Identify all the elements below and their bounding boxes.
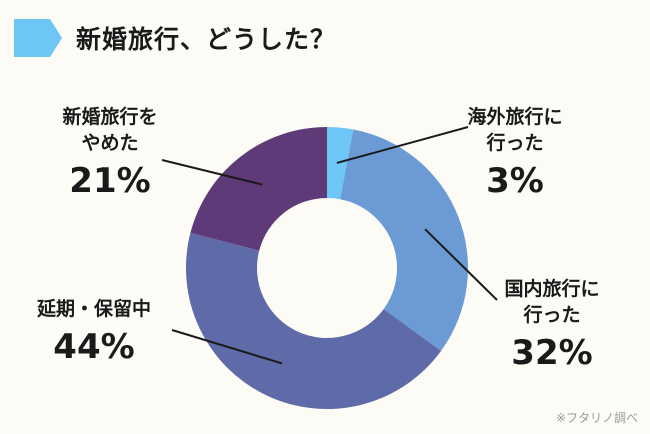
leader-line-overseas-trip bbox=[336, 126, 469, 164]
label-name-line: 国内旅行に bbox=[504, 278, 600, 300]
leader-line-domestic-trip bbox=[424, 228, 498, 301]
arrow-tag-icon bbox=[14, 19, 62, 57]
label-percent: 3% bbox=[486, 161, 544, 201]
donut-slice-domestic-trip bbox=[340, 129, 468, 351]
label-name-line: 延期・保留中 bbox=[36, 298, 151, 320]
label-name-line: 行った bbox=[486, 132, 544, 154]
label-name-line: やめた bbox=[81, 132, 139, 154]
label-domestic-trip: 国内旅行に 行った 32% bbox=[482, 276, 622, 374]
label-percent: 32% bbox=[511, 333, 593, 373]
leader-line-postponed bbox=[171, 329, 283, 365]
label-name-line: 新婚旅行を bbox=[62, 106, 158, 128]
label-percent: 44% bbox=[53, 327, 135, 367]
source-note: ※フタリノ調べ bbox=[555, 411, 638, 425]
label-cancelled: 新婚旅行を やめた 21% bbox=[40, 104, 180, 202]
chart-title: 新婚旅行、どうした？ bbox=[76, 25, 337, 54]
chart-title-bar: 新婚旅行、どうした？ bbox=[14, 16, 336, 60]
label-overseas-trip: 海外旅行に 行った 3% bbox=[445, 104, 585, 202]
donut-slice-postponed bbox=[186, 232, 442, 409]
label-name-line: 行った bbox=[523, 304, 581, 326]
label-postponed: 延期・保留中 44% bbox=[14, 296, 174, 368]
label-name-line: 海外旅行に bbox=[467, 106, 563, 128]
donut-slice-cancelled bbox=[190, 127, 327, 251]
label-percent: 21% bbox=[69, 161, 151, 201]
donut-slice-overseas-trip bbox=[327, 127, 354, 200]
leader-line-cancelled bbox=[161, 159, 263, 186]
